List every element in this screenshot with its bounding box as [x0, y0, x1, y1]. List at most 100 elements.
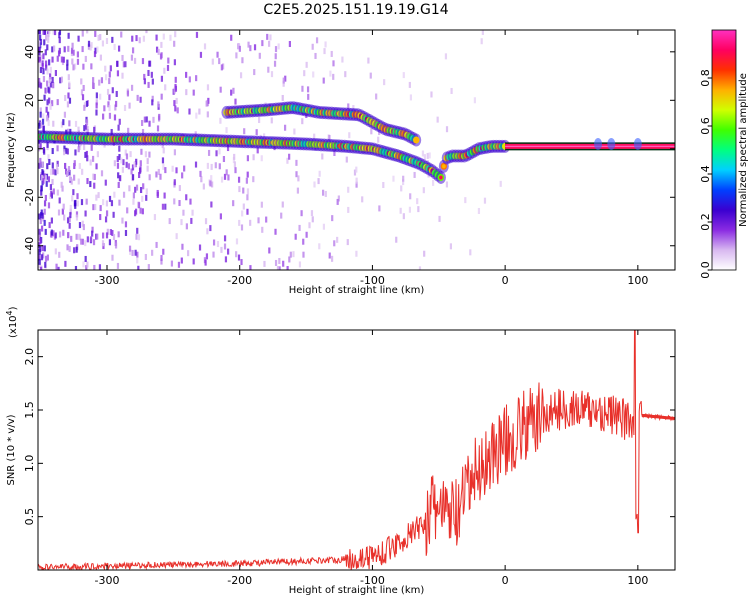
noise-speck — [64, 260, 67, 267]
noise-speck — [175, 167, 178, 174]
noise-speck — [270, 71, 274, 78]
noise-speck — [409, 193, 412, 200]
noise-speck — [280, 212, 283, 219]
noise-speck — [52, 188, 55, 195]
noise-speck — [42, 53, 45, 60]
noise-speck — [144, 151, 148, 158]
noise-speck — [361, 196, 364, 203]
noise-speck — [347, 103, 350, 110]
noise-speck — [101, 240, 105, 247]
noise-speck — [65, 147, 68, 154]
noise-speck — [241, 57, 244, 64]
noise-speck — [58, 37, 61, 44]
noise-speck — [38, 262, 41, 269]
noise-speck — [147, 264, 150, 270]
noise-speck — [198, 244, 202, 251]
noise-speck — [117, 231, 120, 238]
noise-speck — [206, 111, 209, 118]
noise-speck — [473, 97, 476, 104]
noise-speck — [232, 200, 235, 207]
snr-plot-background — [38, 330, 675, 570]
noise-speck — [120, 31, 123, 38]
noise-speck — [64, 162, 67, 169]
noise-speck — [99, 214, 102, 221]
noise-speck — [57, 50, 61, 57]
noise-speck — [143, 78, 146, 85]
noise-speck — [333, 149, 336, 156]
noise-speck — [140, 119, 144, 126]
noise-speck — [63, 111, 67, 118]
noise-speck — [222, 156, 226, 163]
noise-speck — [111, 36, 114, 43]
noise-speck — [42, 113, 45, 120]
noise-speck — [136, 257, 139, 264]
noise-speck — [121, 54, 124, 61]
noise-speck — [44, 228, 47, 235]
noise-speck — [477, 207, 481, 214]
noise-speck — [161, 157, 165, 164]
noise-speck — [48, 77, 51, 84]
noise-speck — [377, 136, 380, 143]
noise-speck — [238, 219, 241, 226]
noise-speck — [108, 195, 112, 202]
noise-speck — [64, 95, 67, 102]
noise-speck — [51, 56, 54, 63]
noise-speck — [108, 78, 111, 85]
noise-speck — [332, 60, 335, 67]
noise-speck — [318, 170, 321, 177]
noise-speck — [126, 90, 130, 97]
noise-speck — [445, 126, 449, 133]
noise-speck — [141, 195, 144, 202]
noise-speck — [286, 157, 289, 164]
noise-speck — [160, 258, 163, 265]
noise-speck — [47, 119, 50, 126]
noise-speck — [68, 169, 71, 176]
noise-speck — [43, 208, 46, 215]
noise-speck — [39, 67, 42, 74]
noise-speck — [240, 224, 244, 231]
noise-speck — [56, 189, 59, 196]
noise-speck — [55, 164, 59, 171]
noise-speck — [295, 159, 298, 166]
noise-speck — [54, 248, 57, 255]
noise-speck — [131, 249, 134, 256]
noise-speck — [253, 44, 257, 51]
noise-speck — [38, 234, 41, 241]
noise-speck — [51, 76, 54, 83]
page-title: C2E5.2025.151.19.19.G14 — [263, 2, 449, 18]
noise-speck — [234, 98, 237, 105]
noise-speck — [120, 157, 123, 164]
noise-speck — [42, 177, 45, 184]
noise-speck — [46, 80, 49, 87]
noise-speck — [62, 119, 65, 126]
noise-speck — [63, 145, 66, 152]
noise-speck — [82, 261, 85, 268]
noise-speck — [499, 180, 502, 187]
noise-speck — [206, 84, 210, 91]
noise-speck — [210, 163, 213, 170]
noise-speck — [55, 263, 58, 270]
noise-speck — [143, 73, 146, 80]
noise-speck — [85, 123, 88, 130]
noise-speck — [314, 52, 317, 59]
noise-speck — [65, 170, 69, 177]
noise-speck — [85, 119, 89, 126]
noise-speck — [382, 182, 385, 189]
noise-speck — [156, 125, 160, 132]
noise-speck — [145, 116, 148, 123]
noise-speck — [57, 209, 61, 216]
noise-speck — [63, 214, 66, 221]
noise-speck — [82, 63, 85, 70]
noise-speck — [83, 104, 86, 111]
noise-speck — [39, 218, 42, 225]
noise-speck — [40, 254, 44, 261]
noise-speck — [122, 159, 125, 166]
noise-speck — [81, 220, 84, 227]
noise-speck — [300, 210, 303, 217]
noise-speck — [282, 80, 285, 87]
colorbar-label: Normalized spectral amplitude — [738, 73, 749, 227]
noise-speck — [114, 100, 118, 107]
noise-speck — [39, 107, 42, 114]
noise-speck — [177, 261, 181, 268]
noise-speck — [156, 189, 159, 196]
